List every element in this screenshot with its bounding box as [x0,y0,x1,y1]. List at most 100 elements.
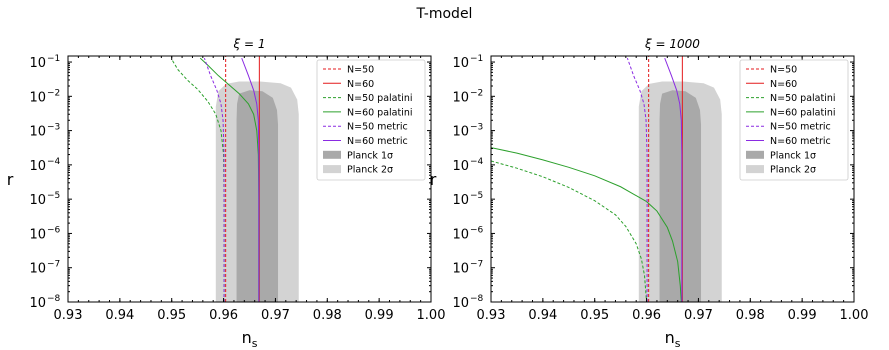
legend-label: Planck 2σ [770,165,816,176]
y-tick-exponent: −3 [470,123,483,133]
y-tick-exponent: −4 [470,157,484,167]
contour-planck-1 [659,90,702,302]
legend-item-n-60-metric: N=60 metric [323,136,408,147]
legend-label: N=50 [770,65,797,76]
legend-label: Planck 2σ [347,165,393,176]
y-tick-exponent: −7 [47,260,60,270]
x-axis-label-main: n [665,328,675,347]
y-tick-exponent: −2 [470,88,483,98]
legend-item-n-50-palatini: N=50 palatini [323,93,413,104]
legend-label: N=60 metric [347,136,408,147]
panel-xi-1: 0.93 0.94 0.95 0.96 0.97 0.98 0.99 1.0010−810−7… [7,37,446,350]
y-tick-exponent: −5 [470,191,483,201]
plot-area [171,56,299,302]
y-tick-label: 10 [29,125,46,140]
y-tick-exponent: −8 [470,294,484,304]
x-ticks: 0.93 0.94 0.95 0.96 0.97 0.98 0.99 1.00 [477,56,868,323]
series-n-50-metric [626,57,648,302]
x-axis-label: ns [665,328,681,350]
legend-swatch [323,165,341,174]
legend-label: N=50 metric [347,122,408,133]
legend-label: N=50 metric [770,122,831,133]
y-tick-label: 10 [29,56,46,71]
y-tick-label: 10 [452,159,469,174]
legend-item-n-50-metric: N=50 metric [746,122,831,133]
x-tick-label: 0.94 [528,308,557,323]
legend-label: Planck 1σ [770,150,816,161]
y-tick-label: 10 [29,296,46,311]
y-tick-label: 10 [29,193,46,208]
y-tick-label: 10 [452,90,469,105]
x-tick-label: 0.98 [313,308,342,323]
legend-item-planck-2: Planck 2σ [323,165,393,176]
y-tick-exponent: −2 [47,88,60,98]
legend-box [739,59,849,181]
x-tick-label: 0.99 [365,308,394,323]
x-tick-label: 0.96 [632,308,661,323]
legend-item-n-50-palatini: N=50 palatini [746,93,836,104]
legend-label: N=60 palatini [770,107,836,118]
legend-item-n-60-palatini: N=60 palatini [323,107,413,118]
x-axis-label-sub: s [675,337,681,350]
y-tick-label: 10 [452,296,469,311]
x-ticks: 0.93 0.94 0.95 0.96 0.97 0.98 0.99 1.00 [54,56,446,323]
panel-title: ξ = 1 [232,37,265,51]
legend-item-planck-2: Planck 2σ [746,165,816,176]
figure-suptitle: T-model [416,6,473,22]
legend-item-n-50: N=50 [323,65,374,76]
x-tick-label: 0.95 [580,308,609,323]
y-tick-exponent: −7 [470,260,483,270]
y-tick-exponent: −8 [47,294,61,304]
y-tick-exponent: −6 [470,225,484,235]
x-tick-label: 0.96 [209,308,238,323]
panel-title: ξ = 1000 [644,37,700,51]
x-axis-label: ns [242,328,258,350]
legend-label: N=50 [347,65,374,76]
x-tick-label: 0.99 [788,308,817,323]
y-axis-label: r [430,170,437,189]
y-tick-exponent: −6 [47,225,61,235]
y-ticks: 10−810−710−610−510−410−310−210−1 [29,54,431,311]
legend-label: N=60 [347,79,374,90]
x-tick-label: 0.95 [157,308,186,323]
y-tick-exponent: −3 [47,123,60,133]
y-tick-label: 10 [29,159,46,174]
series-n-60-palatini [491,147,682,302]
series-n-60-metric [664,57,683,302]
y-tick-label: 10 [452,193,469,208]
series-n-50-palatini [491,160,648,302]
series-n-50-metric [203,57,225,302]
legend: N=50 N=60 N=50 palatini N=60 palatini N=50 m… [739,59,849,181]
x-tick-label: 1.00 [417,308,446,323]
x-tick-label: 0.93 [477,308,506,323]
contour-planck-1 [236,90,279,302]
plot-area [491,56,722,302]
legend-label: Planck 1σ [347,150,393,161]
y-tick-label: 10 [29,90,46,105]
legend-item-planck-1: Planck 1σ [323,150,393,161]
x-tick-label: 0.94 [105,308,134,323]
legend-item-n-60: N=60 [746,79,797,90]
legend-label: N=50 palatini [347,93,413,104]
y-axis-label: r [7,170,14,189]
legend-item-n-60-metric: N=60 metric [746,136,831,147]
panel-xi-1000: 0.93 0.94 0.95 0.96 0.97 0.98 0.99 1.0010−810−7… [430,37,869,350]
x-axis-label-main: n [242,328,252,347]
y-ticks: 10−810−710−610−510−410−310−210−1 [452,54,854,311]
y-tick-exponent: −5 [47,191,60,201]
y-tick-label: 10 [452,262,469,277]
x-tick-label: 0.93 [54,308,83,323]
legend-swatch [746,150,764,159]
legend-label: N=60 metric [770,136,831,147]
legend-swatch [323,150,341,159]
legend: N=50 N=60 N=50 palatini N=60 palatini N=50 m… [316,59,426,181]
legend-box [316,59,426,181]
legend-swatch [746,165,764,174]
legend-label: N=60 palatini [347,107,413,118]
legend-item-n-60: N=60 [323,79,374,90]
y-tick-exponent: −1 [470,54,483,64]
legend-label: N=50 palatini [770,93,836,104]
y-tick-label: 10 [452,125,469,140]
legend-item-n-60-palatini: N=60 palatini [746,107,836,118]
